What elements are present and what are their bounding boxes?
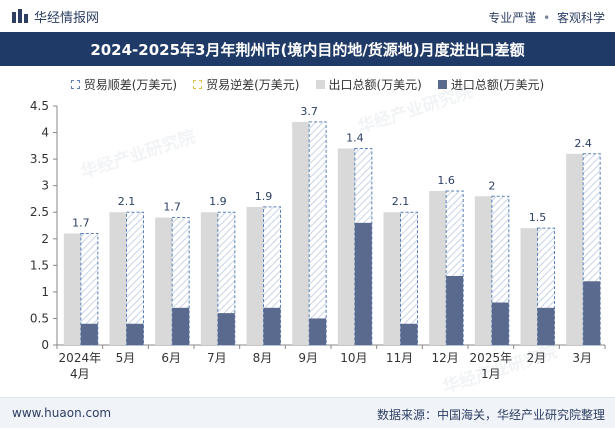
- x-tick-label: 2月: [527, 351, 547, 365]
- export-bar: [200, 212, 218, 345]
- export-bar: [474, 196, 492, 345]
- import-bar: [80, 323, 98, 345]
- x-tick-label: 12月: [432, 351, 459, 365]
- import-bar: [400, 323, 418, 345]
- legend-label-export: 出口总额(万美元): [328, 77, 422, 92]
- slogan-tag-2: 客观科学: [556, 11, 605, 25]
- footer: www.huaon.com 数据来源：中国海关，华经产业研究院整理: [0, 397, 615, 428]
- legend-item-export[interactable]: 出口总额(万美元): [315, 74, 422, 94]
- import-bar: [583, 281, 601, 345]
- export-bar: [337, 148, 355, 345]
- data-label: 2.4: [574, 137, 592, 150]
- import-bar: [354, 222, 372, 345]
- x-tick-label: 6月: [161, 351, 181, 365]
- import-bar: [126, 323, 144, 345]
- y-tick-label: 2: [41, 232, 49, 246]
- export-bar: [566, 153, 584, 345]
- surplus-bar: [308, 121, 327, 346]
- import-bar: [309, 318, 327, 345]
- surplus-bar: [217, 211, 236, 346]
- data-label: 2: [488, 179, 495, 192]
- legend-swatch-import: [437, 79, 447, 89]
- y-tick-label: 0.5: [30, 311, 49, 325]
- export-bar: [63, 233, 81, 345]
- legend-swatch-surplus: [70, 79, 80, 89]
- y-tick-label: 2.5: [30, 205, 49, 219]
- legend-swatch-deficit: [193, 79, 203, 89]
- x-tick-label: 2025年: [470, 351, 513, 365]
- data-label: 2.1: [118, 195, 136, 208]
- export-bar: [246, 206, 264, 345]
- data-label: 3.7: [300, 105, 318, 118]
- y-tick-label: 3.5: [30, 152, 49, 166]
- legend-item-deficit[interactable]: 贸易逆差(万美元): [193, 74, 300, 94]
- slogan-tag-1: 专业严谨: [488, 11, 537, 25]
- legend-item-import[interactable]: 进口总额(万美元): [437, 74, 545, 94]
- data-label: 1.7: [163, 201, 181, 214]
- brand-name: 华经情报网: [34, 10, 100, 26]
- data-label: 1.6: [437, 174, 455, 187]
- legend: 贸易顺差(万美元) 贸易逆差(万美元) 出口总额(万美元) 进口总额(万美元): [0, 74, 615, 94]
- slogan-separator: •: [543, 11, 551, 25]
- y-tick-label: 0: [41, 338, 49, 352]
- data-source: 数据来源：中国海关，华经产业研究院整理: [376, 408, 605, 422]
- chart-title: 2024-2025年3月年荆州市(境内目的地/货源地)月度进出口差额: [90, 40, 525, 59]
- export-bar: [383, 212, 401, 345]
- legend-label-import: 进口总额(万美元): [450, 77, 545, 92]
- logo-icon: [12, 9, 28, 23]
- title-bar: 2024-2025年3月年荆州市(境内目的地/货源地)月度进出口差额: [0, 32, 615, 66]
- x-tick-label: 8月: [253, 351, 273, 365]
- import-bar: [263, 307, 281, 345]
- x-tick-label: 4月: [70, 367, 90, 381]
- import-bar: [537, 307, 555, 345]
- y-tick-label: 3: [41, 179, 49, 193]
- x-tick-label: 7月: [207, 351, 227, 365]
- y-tick-label: 1.5: [30, 258, 49, 272]
- website-link[interactable]: www.huaon.com: [12, 406, 112, 420]
- x-tick-label: 5月: [116, 351, 136, 365]
- brand[interactable]: 华经情报网: [12, 8, 100, 26]
- import-bar: [446, 275, 464, 345]
- data-label: 1.9: [209, 195, 227, 208]
- data-label: 1.4: [346, 131, 364, 144]
- data-label: 1.9: [255, 190, 273, 203]
- x-tick-label: 1月: [481, 367, 501, 381]
- export-bar: [429, 190, 447, 345]
- chart-area: 0 0.5 1 1.5 2 2.5 3 3.5 4 4.5 2024年 4月 5月 6月 7月 8月 9月 10月…: [30, 99, 606, 381]
- y-tick-label: 1: [41, 285, 49, 299]
- top-bar: 华经情报网 专业严谨 • 客观科学: [0, 0, 615, 33]
- x-tick-label: 3月: [572, 351, 592, 365]
- slogan: 专业严谨 • 客观科学: [488, 9, 605, 26]
- surplus-bar: [400, 211, 418, 346]
- legend-label-deficit: 贸易逆差(万美元): [206, 77, 300, 92]
- import-bar: [172, 307, 190, 345]
- x-tick-label: 9月: [298, 351, 318, 365]
- data-label: 1.5: [529, 211, 547, 224]
- export-bar: [292, 121, 310, 345]
- import-bar: [217, 313, 235, 345]
- y-tick-label: 4: [41, 126, 49, 140]
- import-bar: [491, 302, 509, 345]
- y-tick-label: 4.5: [30, 99, 49, 113]
- x-tick-label: 2024年: [59, 351, 102, 365]
- legend-label-surplus: 贸易顺差(万美元): [83, 77, 178, 92]
- surplus-bar: [126, 211, 144, 346]
- export-bar: [155, 217, 173, 345]
- export-bar: [520, 228, 538, 345]
- legend-swatch-export: [315, 79, 325, 89]
- data-label: 1.7: [72, 216, 90, 229]
- x-tick-label: 10月: [340, 351, 367, 365]
- x-tick-label: 11月: [386, 351, 413, 365]
- export-bar: [109, 212, 127, 345]
- data-label: 2.1: [392, 195, 410, 208]
- legend-item-surplus[interactable]: 贸易顺差(万美元): [70, 74, 178, 94]
